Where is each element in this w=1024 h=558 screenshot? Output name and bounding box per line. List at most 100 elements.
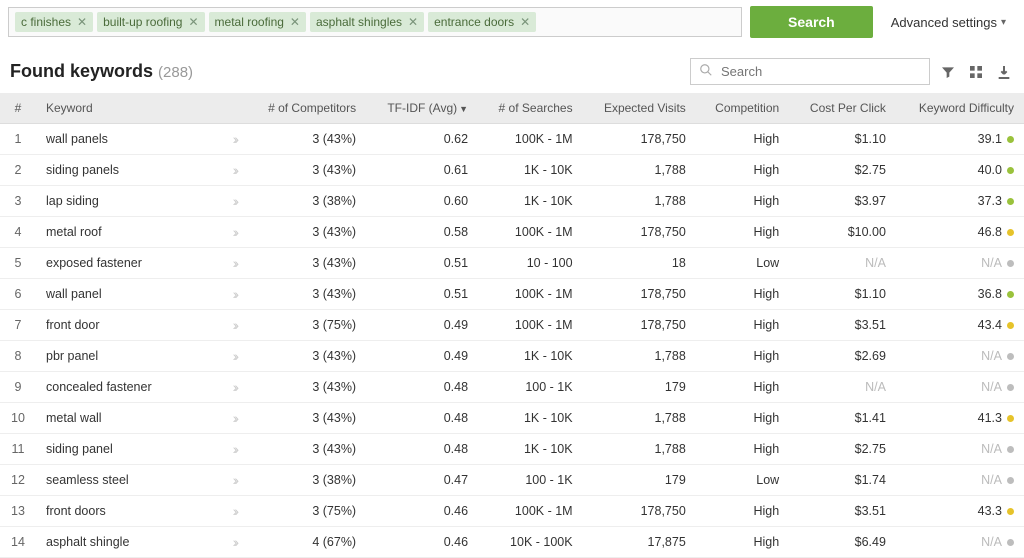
table-row[interactable]: 7front door››3 (75%)0.49100K - 1M178,750…: [0, 310, 1024, 341]
expand-icon[interactable]: ››: [233, 379, 236, 395]
difficulty-dot-icon: [1007, 477, 1014, 484]
cell-difficulty: 39.1: [896, 124, 1024, 155]
search-tag[interactable]: asphalt shingles✕: [310, 12, 424, 32]
difficulty-dot-icon: [1007, 198, 1014, 205]
cell-competitors: 3 (75%): [246, 496, 366, 527]
cell-keyword: exposed fastener››: [36, 248, 246, 279]
cell-searches: 100K - 1M: [478, 217, 583, 248]
columns-icon[interactable]: [966, 62, 986, 82]
table-row[interactable]: 3lap siding››3 (38%)0.601K - 10K1,788Hig…: [0, 186, 1024, 217]
keyword-tag-input[interactable]: c finishes✕built-up roofing✕metal roofin…: [8, 7, 742, 37]
table-row[interactable]: 12seamless steel››3 (38%)0.47100 - 1K179…: [0, 465, 1024, 496]
tag-remove-icon[interactable]: ✕: [408, 15, 418, 29]
col-cpc[interactable]: Cost Per Click: [789, 93, 896, 124]
table-row[interactable]: 5exposed fastener››3 (43%)0.5110 - 10018…: [0, 248, 1024, 279]
cell-visits: 1,788: [583, 341, 696, 372]
difficulty-value: 43.3: [978, 504, 1002, 518]
cell-competitors: 3 (38%): [246, 186, 366, 217]
cell-competition: Low: [696, 248, 789, 279]
cell-visits: 178,750: [583, 310, 696, 341]
table-row[interactable]: 4metal roof››3 (43%)0.58100K - 1M178,750…: [0, 217, 1024, 248]
cell-difficulty: 37.3: [896, 186, 1024, 217]
table-row[interactable]: 14asphalt shingle››4 (67%)0.4610K - 100K…: [0, 527, 1024, 558]
expand-icon[interactable]: ››: [233, 503, 236, 519]
col-keyword[interactable]: Keyword: [36, 93, 246, 124]
tag-remove-icon[interactable]: ✕: [77, 15, 87, 29]
top-bar: c finishes✕built-up roofing✕metal roofin…: [0, 0, 1024, 44]
difficulty-value: 36.8: [978, 287, 1002, 301]
cell-keyword: wall panels››: [36, 124, 246, 155]
search-tag[interactable]: c finishes✕: [15, 12, 93, 32]
keyword-text: metal wall: [46, 411, 102, 425]
table-row[interactable]: 8pbr panel››3 (43%)0.491K - 10K1,788High…: [0, 341, 1024, 372]
cell-competitors: 3 (75%): [246, 310, 366, 341]
cell-searches: 1K - 10K: [478, 341, 583, 372]
cell-difficulty: N/A: [896, 372, 1024, 403]
chevron-down-icon: ▾: [1001, 17, 1006, 28]
search-tag[interactable]: metal roofing✕: [209, 12, 306, 32]
cell-searches: 1K - 10K: [478, 155, 583, 186]
results-toolbar: Found keywords (288): [0, 44, 1024, 93]
cell-competition: High: [696, 434, 789, 465]
col-difficulty[interactable]: Keyword Difficulty: [896, 93, 1024, 124]
table-search-input[interactable]: [721, 64, 921, 79]
cell-cpc: $1.10: [789, 279, 896, 310]
cell-visits: 179: [583, 465, 696, 496]
expand-icon[interactable]: ››: [233, 193, 236, 209]
cell-tfidf: 0.51: [366, 279, 478, 310]
cell-cpc: $3.51: [789, 496, 896, 527]
download-icon[interactable]: [994, 62, 1014, 82]
tag-remove-icon[interactable]: ✕: [290, 15, 300, 29]
expand-icon[interactable]: ››: [233, 317, 236, 333]
col-searches[interactable]: # of Searches: [478, 93, 583, 124]
col-competitors[interactable]: # of Competitors: [246, 93, 366, 124]
expand-icon[interactable]: ››: [233, 255, 236, 271]
tag-remove-icon[interactable]: ✕: [520, 15, 530, 29]
cell-visits: 1,788: [583, 155, 696, 186]
advanced-settings-toggle[interactable]: Advanced settings ▾: [881, 15, 1016, 30]
table-row[interactable]: 13front doors››3 (75%)0.46100K - 1M178,7…: [0, 496, 1024, 527]
cell-searches: 10K - 100K: [478, 527, 583, 558]
table-row[interactable]: 1wall panels››3 (43%)0.62100K - 1M178,75…: [0, 124, 1024, 155]
expand-icon[interactable]: ››: [233, 286, 236, 302]
col-index[interactable]: #: [0, 93, 36, 124]
difficulty-dot-icon: [1007, 539, 1014, 546]
table-row[interactable]: 11siding panel››3 (43%)0.481K - 10K1,788…: [0, 434, 1024, 465]
search-tag[interactable]: entrance doors✕: [428, 12, 536, 32]
expand-icon[interactable]: ››: [233, 162, 236, 178]
cell-tfidf: 0.60: [366, 186, 478, 217]
cell-index: 7: [0, 310, 36, 341]
expand-icon[interactable]: ››: [233, 224, 236, 240]
table-row[interactable]: 10metal wall››3 (43%)0.481K - 10K1,788Hi…: [0, 403, 1024, 434]
cell-visits: 178,750: [583, 279, 696, 310]
table-search-box[interactable]: [690, 58, 930, 85]
keyword-text: lap siding: [46, 194, 99, 208]
table-row[interactable]: 9concealed fastener››3 (43%)0.48100 - 1K…: [0, 372, 1024, 403]
expand-icon[interactable]: ››: [233, 410, 236, 426]
toolbar-right: [690, 58, 1014, 85]
cell-competition: High: [696, 403, 789, 434]
col-competition[interactable]: Competition: [696, 93, 789, 124]
cell-competition: High: [696, 217, 789, 248]
cell-tfidf: 0.62: [366, 124, 478, 155]
expand-icon[interactable]: ››: [233, 131, 236, 147]
tag-remove-icon[interactable]: ✕: [188, 15, 198, 29]
cell-competitors: 3 (43%): [246, 217, 366, 248]
table-row[interactable]: 6wall panel››3 (43%)0.51100K - 1M178,750…: [0, 279, 1024, 310]
col-tfidf[interactable]: TF-IDF (Avg)▼: [366, 93, 478, 124]
table-row[interactable]: 2siding panels››3 (43%)0.611K - 10K1,788…: [0, 155, 1024, 186]
filter-icon[interactable]: [938, 62, 958, 82]
expand-icon[interactable]: ››: [233, 441, 236, 457]
search-tag[interactable]: built-up roofing✕: [97, 12, 204, 32]
expand-icon[interactable]: ››: [233, 348, 236, 364]
expand-icon[interactable]: ››: [233, 472, 236, 488]
keyword-text: front door: [46, 318, 100, 332]
expand-icon[interactable]: ››: [233, 534, 236, 550]
difficulty-dot-icon: [1007, 415, 1014, 422]
search-button[interactable]: Search: [750, 6, 873, 38]
keyword-text: front doors: [46, 504, 106, 518]
difficulty-value: N/A: [981, 442, 1002, 456]
difficulty-dot-icon: [1007, 291, 1014, 298]
cell-keyword: metal wall ››: [36, 403, 246, 434]
col-visits[interactable]: Expected Visits: [583, 93, 696, 124]
